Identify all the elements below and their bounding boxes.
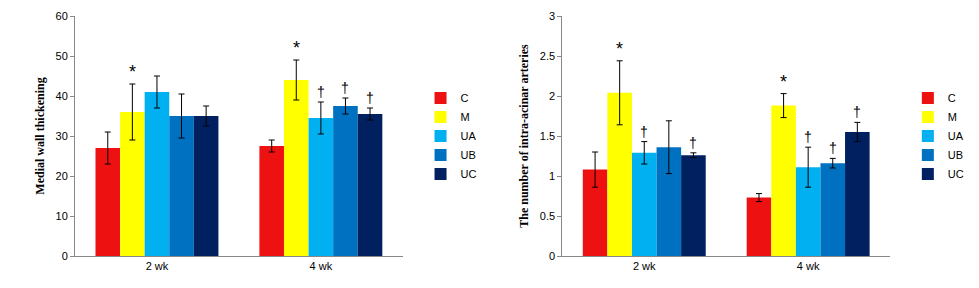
svg-text:4 wk: 4 wk: [797, 260, 820, 272]
svg-text:†: †: [366, 90, 374, 106]
svg-text:The number of intra-acinar art: The number of intra-acinar arteries: [517, 44, 531, 228]
svg-text:1.5: 1.5: [540, 130, 555, 142]
svg-text:†: †: [317, 84, 325, 100]
svg-text:†: †: [689, 135, 697, 151]
svg-text:†: †: [829, 140, 837, 156]
svg-text:C: C: [461, 92, 469, 104]
svg-text:2: 2: [549, 90, 555, 102]
svg-text:†: †: [640, 124, 648, 140]
svg-text:Medial wall thickening: Medial wall thickening: [33, 77, 47, 194]
svg-text:3: 3: [549, 10, 555, 22]
svg-text:2.5: 2.5: [540, 50, 555, 62]
svg-text:40: 40: [56, 90, 68, 102]
svg-text:2 wk: 2 wk: [633, 260, 656, 272]
svg-text:UB: UB: [461, 149, 476, 161]
svg-text:10: 10: [56, 210, 68, 222]
svg-text:4 wk: 4 wk: [310, 260, 333, 272]
svg-text:50: 50: [56, 50, 68, 62]
svg-text:30: 30: [56, 130, 68, 142]
svg-text:1: 1: [549, 170, 555, 182]
svg-text:†: †: [853, 104, 861, 120]
svg-text:UA: UA: [461, 130, 477, 142]
svg-text:60: 60: [56, 10, 68, 22]
svg-text:UC: UC: [461, 168, 477, 180]
svg-text:†: †: [341, 80, 349, 96]
svg-text:*: *: [616, 39, 623, 59]
svg-text:UC: UC: [948, 168, 964, 180]
svg-text:20: 20: [56, 170, 68, 182]
svg-text:*: *: [780, 72, 787, 92]
svg-text:0.5: 0.5: [540, 210, 555, 222]
svg-text:0: 0: [62, 250, 68, 262]
svg-text:C: C: [948, 92, 956, 104]
svg-text:*: *: [129, 62, 136, 82]
svg-text:2 wk: 2 wk: [146, 260, 169, 272]
svg-text:UA: UA: [948, 130, 964, 142]
svg-text:*: *: [293, 38, 300, 58]
svg-text:M: M: [948, 111, 957, 123]
svg-text:M: M: [461, 111, 470, 123]
svg-text:0: 0: [549, 250, 555, 262]
svg-text:UB: UB: [948, 149, 963, 161]
svg-text:†: †: [804, 129, 812, 145]
